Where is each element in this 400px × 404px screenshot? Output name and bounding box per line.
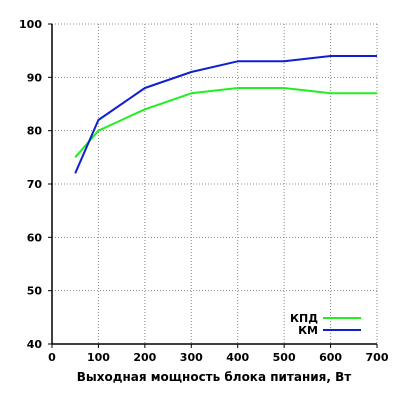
x-tick-label-0: 0	[48, 351, 56, 364]
y-tick-label-3: 70	[27, 178, 43, 191]
y-tick-label-0: 40	[27, 338, 43, 351]
y-tick-label-5: 90	[27, 71, 43, 84]
y-tick-label-1: 50	[27, 285, 43, 298]
x-tick-label-3: 300	[180, 351, 203, 364]
x-tick-label-1: 100	[87, 351, 110, 364]
axes	[48, 23, 378, 348]
grid	[52, 23, 378, 344]
x-tick-label-2: 200	[133, 351, 156, 364]
x-tick-label-7: 700	[366, 351, 389, 364]
legend-label-0: КПД	[290, 312, 318, 325]
y-tick-label-4: 80	[27, 125, 43, 138]
x-tick-label-6: 600	[319, 351, 342, 364]
legend-label-1: КМ	[298, 324, 318, 337]
series-line-0	[74, 87, 377, 158]
tick-labels: 0 100 200 300 400 500 600 700 40 50 60 70 80 90 100	[19, 18, 389, 364]
x-axis-label: Выходная мощность блока питания, Вт	[77, 370, 352, 384]
x-tick-label-5: 500	[273, 351, 296, 364]
y-tick-label-2: 60	[27, 231, 43, 244]
x-tick-label-4: 400	[226, 351, 249, 364]
series-line-1	[74, 55, 377, 174]
series-lines	[74, 55, 377, 174]
y-tick-label-6: 100	[19, 18, 42, 31]
